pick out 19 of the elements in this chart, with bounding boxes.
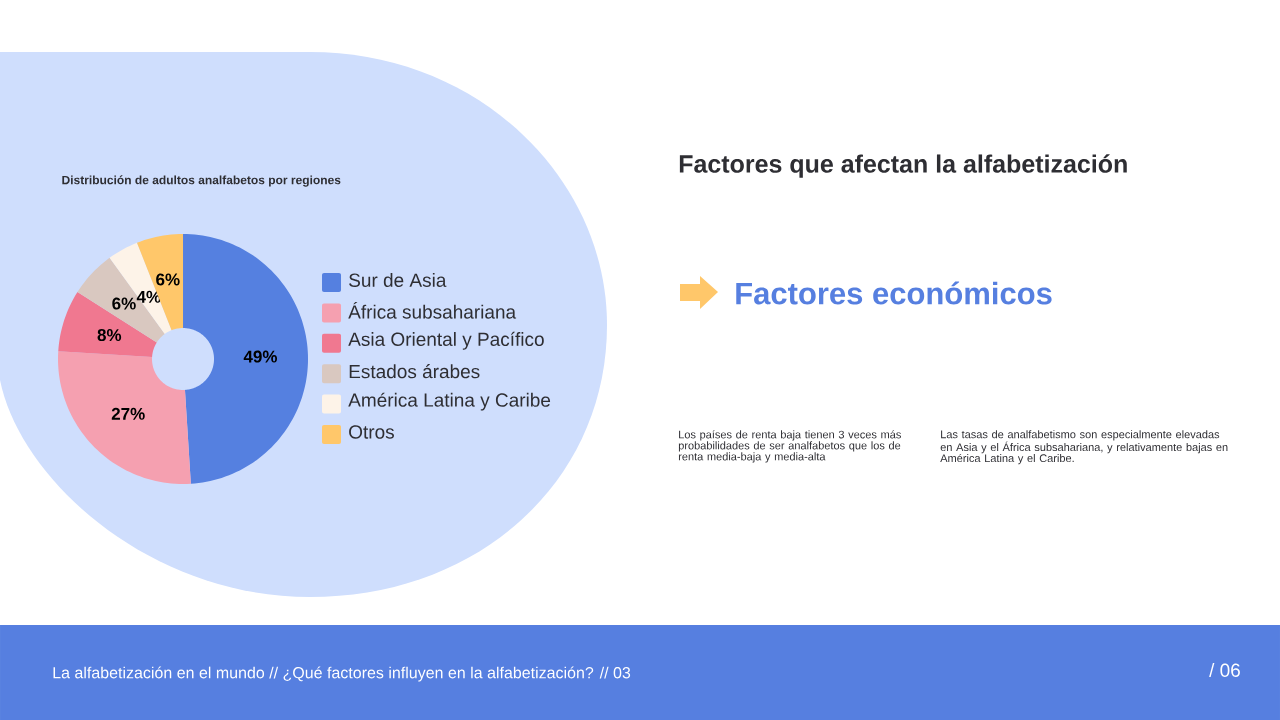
chart-title: Distribución de adultos analfabetos por regiones — [62, 175, 341, 187]
text: Los países de renta baja tienen 3 veces más probabilidades de ser analfabetos que los de renta media-baja y media-alta — [678, 430, 901, 463]
legend-label: África subsahariana — [348, 302, 517, 319]
legend-label: América Latina y Caribe — [348, 392, 551, 411]
text: Las tasas de analfabetismo son especialmente elevadas en Asia y el África subsahariana, y relativamente bajas en América Latina y el Caribe. — [940, 430, 1228, 465]
data-label: 49% — [243, 350, 278, 363]
text: / 06 — [1209, 663, 1240, 677]
data-label: 4% — [136, 290, 161, 303]
data-label: 6% — [156, 273, 180, 286]
legend-label: Sur de Asia — [349, 273, 447, 287]
data-label: 6% — [112, 297, 136, 310]
legend-label: Asia Oriental y Pacífico — [348, 331, 544, 350]
text: Factores económicos — [736, 281, 1052, 305]
data-label: 27% — [111, 407, 145, 420]
text: La alfabetización en el mundo // ¿Qué factores influyen en la alfabetización? // 03 — [53, 666, 631, 682]
legend-label: Otros — [349, 425, 394, 439]
text: Factores que afectan la alfabetización — [679, 154, 1127, 178]
data-label: 8% — [97, 329, 122, 342]
legend-label: Estados árabes — [349, 364, 480, 379]
